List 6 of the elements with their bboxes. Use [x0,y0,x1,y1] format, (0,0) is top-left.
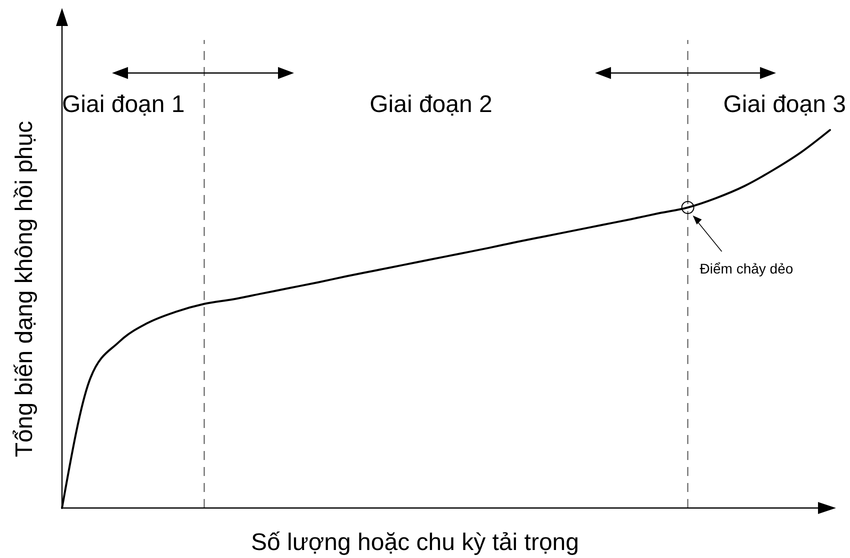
text: Giai đoạn 2 [370,91,492,118]
text: Giai đoạn 3 [723,91,846,118]
x-axis-title: Số lượng hoặc chu kỳ tải trọng [251,529,579,556]
text: Giai đoạn 1 [62,91,185,118]
annotation: Điểm chảy dẻo [700,260,794,276]
y-axis-title: Tổng biến dạng không hồi phục [11,120,38,458]
